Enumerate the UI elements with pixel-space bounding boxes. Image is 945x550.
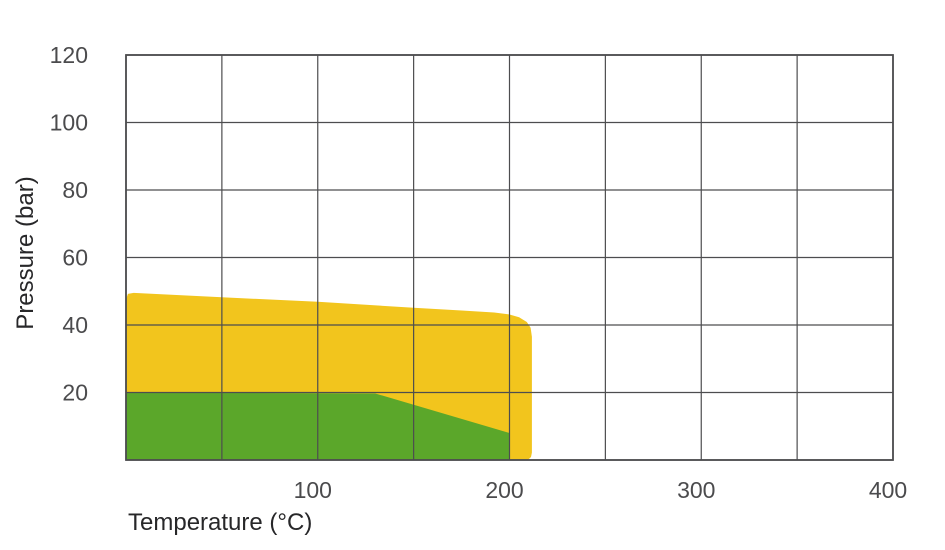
y-tick-label: 40: [62, 312, 88, 338]
x-tick-label: 200: [485, 477, 523, 503]
x-tick-label: 100: [294, 477, 332, 503]
y-tick-label: 80: [62, 177, 88, 203]
x-axis-title: Temperature (°C): [128, 509, 312, 536]
plot-border: [125, 54, 894, 461]
y-axis-title: Pressure (bar): [12, 176, 39, 329]
x-tick-label: 300: [677, 477, 715, 503]
x-tick-label: 400: [869, 477, 907, 503]
y-tick-label: 20: [62, 380, 88, 406]
y-tick-label: 60: [62, 245, 88, 271]
chart-generated-layer: 20 40 60 80 100 120 100 200 300 400: [50, 42, 908, 503]
y-tick-label: 120: [50, 42, 88, 68]
y-tick-label: 100: [50, 110, 88, 136]
